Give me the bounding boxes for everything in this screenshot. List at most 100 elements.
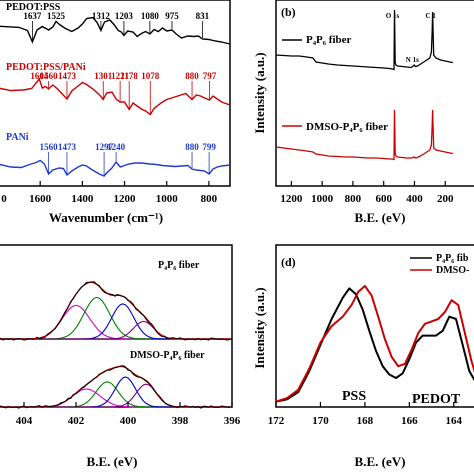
panel-c-top-label: P₄P₆ fiber bbox=[158, 260, 200, 271]
peak-label-880: 880 bbox=[185, 71, 199, 81]
panel-d: (d) P₄P₆ fib DMSO- PSS PEDOT 172 170 168 16… bbox=[252, 244, 474, 469]
panel-b-annotations-group: O 1s N 1s C 1 bbox=[386, 12, 437, 64]
series-label-pedot-pss: PEDOT:PSS bbox=[6, 2, 61, 13]
series-line-dmso bbox=[275, 285, 474, 403]
panel-a-frame bbox=[0, 0, 231, 187]
panel-c-xlabel: B.E. (eV) bbox=[87, 454, 138, 469]
xtick-label-clipped: 0 bbox=[1, 193, 7, 205]
panel-d-legend: P₄P₆ fib DMSO- bbox=[410, 253, 469, 276]
xtick-label: 800 bbox=[201, 193, 218, 205]
xtick-label: 396 bbox=[224, 415, 241, 427]
panel-b-xlabel: B.E. (eV) bbox=[355, 210, 406, 225]
xtick-label: 400 bbox=[120, 415, 137, 427]
xtick-label: 402 bbox=[68, 415, 85, 427]
xtick-label: 172 bbox=[268, 415, 285, 427]
panel-c-bottom-subplot bbox=[0, 365, 230, 409]
panel-a-xticks: 1600 1400 1200 1000 800 0 bbox=[1, 181, 218, 205]
xtick-label: 1600 bbox=[29, 193, 52, 205]
peak-label-1078: 1078 bbox=[141, 71, 160, 81]
series-label-pani: PANi bbox=[6, 132, 29, 143]
xtick-label: 1400 bbox=[71, 193, 94, 205]
element-label-n-1s: N 1s bbox=[406, 56, 419, 64]
peak-label-1312: 1312 bbox=[92, 11, 111, 21]
element-label-c-1: C 1 bbox=[425, 12, 436, 20]
peak-label-1178: 1178 bbox=[120, 71, 138, 81]
xtick-label: 1000 bbox=[311, 193, 334, 205]
xtick-label: 1200 bbox=[280, 193, 303, 205]
fit-component-2 bbox=[0, 296, 230, 340]
xtick-label: 200 bbox=[437, 193, 454, 205]
legend-label-dmso: DMSO- bbox=[436, 265, 469, 276]
panel-b: (b) P₄P₆ fiber DMSO-P₄P₆ fiber O 1s N 1s C… bbox=[252, 0, 474, 225]
xtick-label: 1000 bbox=[156, 193, 179, 205]
peak-label-1525: 1525 bbox=[47, 11, 66, 21]
element-label-o-1s: O 1s bbox=[386, 12, 400, 20]
raw-spectrum bbox=[0, 281, 230, 341]
xtick-label: 164 bbox=[446, 415, 463, 427]
series-line-pedot-pss bbox=[0, 16, 231, 45]
peak-label-1301: 1301 bbox=[94, 71, 113, 81]
peak-label-799: 799 bbox=[202, 142, 216, 152]
panel-d-xlabel: B.E. (eV) bbox=[355, 454, 406, 469]
peak-label-880: 880 bbox=[185, 142, 199, 152]
fit-component-3 bbox=[0, 303, 230, 340]
xtick-label: 400 bbox=[406, 193, 423, 205]
series-label-pedot-pss-pani: PEDOT:PSS/PANi bbox=[6, 62, 86, 73]
series-line-pedot-pss-pani bbox=[0, 77, 231, 116]
series-line-pani bbox=[0, 159, 231, 177]
fit-component-3 bbox=[0, 376, 230, 408]
panel-b-series-group bbox=[275, 9, 454, 161]
peak-label-1560: 1560 bbox=[40, 71, 59, 81]
annotation-pss: PSS bbox=[342, 389, 366, 404]
legend-label-p4p6: P₄P₆ fiber bbox=[306, 34, 352, 46]
peak-label-1221: 1221 bbox=[111, 71, 130, 81]
raw-spectrum bbox=[0, 365, 230, 409]
xtick-label: 398 bbox=[172, 415, 189, 427]
peak-label-1080: 1080 bbox=[141, 11, 160, 21]
annotation-pedot: PEDOT bbox=[412, 392, 461, 407]
peak-label-1473: 1473 bbox=[58, 142, 77, 152]
xtick-label: 1200 bbox=[114, 193, 137, 205]
legend-label-p4p6-fib: P₄P₆ fib bbox=[436, 253, 469, 264]
peak-label-1560: 1560 bbox=[40, 142, 59, 152]
peak-label-1203: 1203 bbox=[115, 11, 134, 21]
panel-a-series-group bbox=[0, 16, 231, 177]
legend-label-dmso-p4p6: DMSO-P₄P₆ fiber bbox=[306, 121, 388, 133]
panel-a-xlabel: Wavenumber (cm⁻¹) bbox=[49, 210, 163, 225]
panel-b-ylabel: Intensity (a.u.) bbox=[252, 52, 267, 133]
peak-label-1240: 1240 bbox=[107, 142, 126, 152]
series-line-p-p-fiber bbox=[275, 9, 454, 71]
xtick-label: 404 bbox=[16, 415, 33, 427]
peak-label-1604: 1604 bbox=[30, 71, 49, 81]
panel-b-xticks: 1200 1000 800 600 400 200 bbox=[280, 181, 454, 205]
panel-c-bottom-label: DMSO-P₄P₆ fiber bbox=[130, 350, 205, 361]
series-line-dmso-p-p-fiber bbox=[275, 109, 454, 161]
fit-component-2 bbox=[0, 381, 230, 408]
panel-d-xticks: 172 170 168 166 164 bbox=[268, 402, 463, 427]
peak-label-975: 975 bbox=[165, 11, 179, 21]
peak-label-797: 797 bbox=[203, 71, 217, 81]
panel-b-label: (b) bbox=[281, 5, 296, 19]
xtick-label: 170 bbox=[312, 415, 329, 427]
panel-c: P₄P₆ fiber DMSO-P₄P₆ fiber 404 402 400 398 3… bbox=[0, 244, 241, 469]
panel-d-label: (d) bbox=[281, 255, 296, 269]
fit-component-1 bbox=[0, 388, 230, 408]
xtick-label: 800 bbox=[345, 193, 362, 205]
panel-c-xticks: 404 402 400 398 396 bbox=[16, 402, 241, 427]
panel-d-ylabel: Intensity (a.u.) bbox=[252, 287, 267, 368]
panel-b-frame bbox=[275, 0, 474, 187]
panel-b-legend: P₄P₆ fiber DMSO-P₄P₆ fiber bbox=[282, 34, 388, 133]
xtick-label: 168 bbox=[357, 415, 374, 427]
peak-label-1473: 1473 bbox=[58, 71, 77, 81]
peak-label-1637: 1637 bbox=[23, 11, 42, 21]
fit-envelope bbox=[0, 281, 230, 340]
panel-d-series-group bbox=[275, 285, 474, 403]
panel-c-top-subplot bbox=[0, 281, 230, 341]
peak-label-1297: 1297 bbox=[95, 142, 114, 152]
xtick-label: 600 bbox=[375, 193, 392, 205]
xtick-label: 166 bbox=[401, 415, 418, 427]
